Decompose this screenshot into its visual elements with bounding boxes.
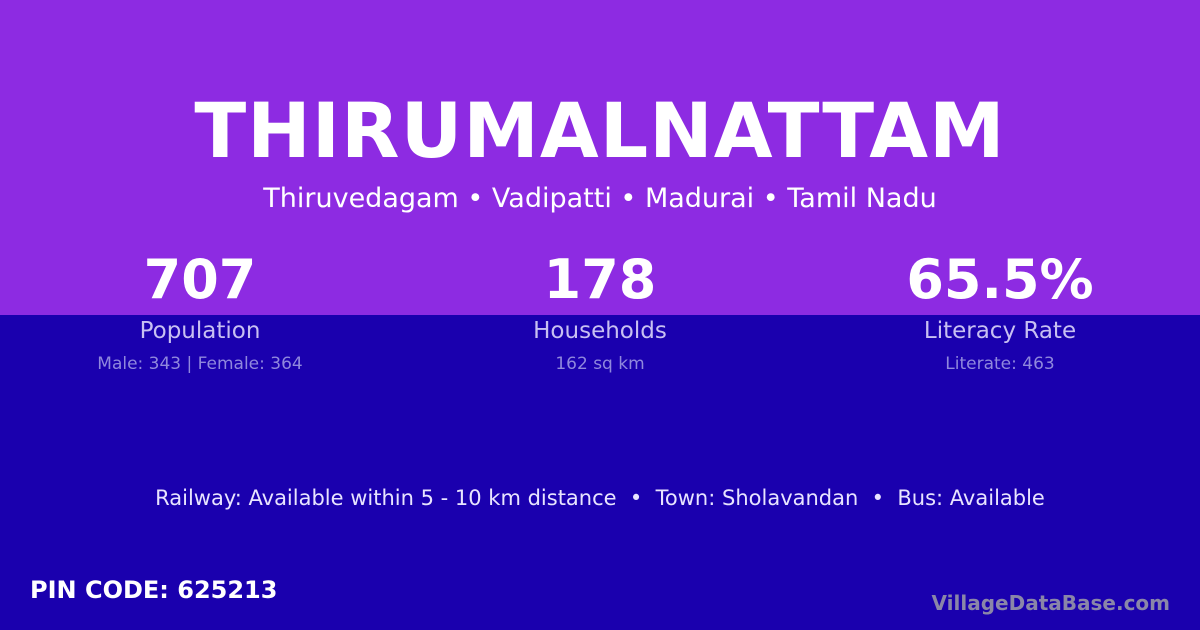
stat-label: Population: [139, 318, 261, 344]
stat-literacy: 65.5% Literacy Rate Literate: 463: [800, 248, 1200, 375]
stat-population: 707 Population Male: 343 | Female: 364: [0, 248, 400, 375]
village-title: THIRUMALNATTAM: [194, 86, 1006, 175]
stat-label: Literacy Rate: [923, 318, 1077, 344]
stat-detail: 162 sq km: [555, 354, 645, 374]
stat-detail: Literate: 463: [945, 354, 1055, 374]
brand-logo: VillageDataBase.com: [931, 591, 1170, 615]
stat-value: 65.5%: [906, 248, 1094, 311]
transport-info: Railway: Available within 5 - 10 km dist…: [155, 486, 1045, 510]
stat-label: Households: [533, 318, 667, 344]
header-band: [0, 0, 1200, 315]
pin-code: PIN CODE: 625213: [30, 576, 278, 604]
stat-detail: Male: 343 | Female: 364: [97, 354, 303, 374]
stat-value: 178: [543, 248, 657, 311]
stat-households: 178 Households 162 sq km: [400, 248, 800, 375]
stat-value: 707: [143, 248, 257, 311]
location-breadcrumb: Thiruvedagam • Vadipatti • Madurai • Tam…: [263, 183, 937, 214]
